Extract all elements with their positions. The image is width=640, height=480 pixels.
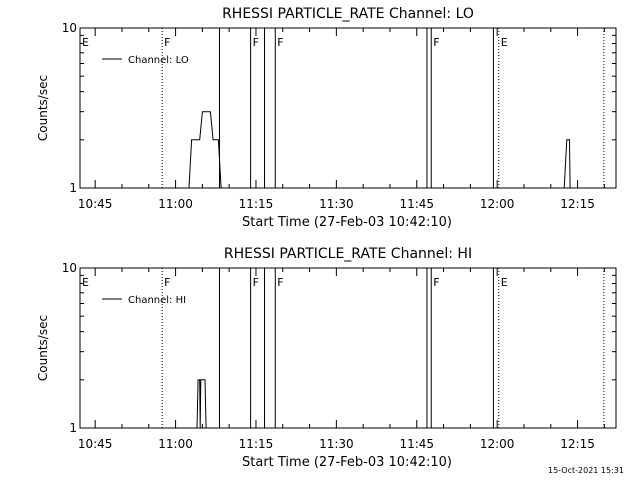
panel-1-plot-frame <box>79 27 617 189</box>
panel-1-x-tick-label: 11:00 <box>158 197 193 211</box>
panel-2-x-tick-label: 10:45 <box>78 437 113 451</box>
panel-2-y-tick-label: 10 <box>62 261 77 275</box>
panel-1-flag-label: F <box>164 36 170 49</box>
panel-2-x-axis-label: Start Time (27-Feb-03 10:42:10) <box>242 455 452 470</box>
panel-2-x-tick-label: 12:15 <box>560 437 595 451</box>
panel-1-flag-label: E <box>82 36 89 49</box>
panel-2-x-tick-label: 11:00 <box>158 437 193 451</box>
panel-2-x-tick-label: 11:15 <box>239 437 274 451</box>
panel-1-y-tick-label: 10 <box>62 21 77 35</box>
panel-1-x-tick-label: 11:30 <box>319 197 354 211</box>
panel-1-legend-entry: Channel: LO <box>128 55 189 66</box>
panel-1-x-tick-label: 11:45 <box>399 197 434 211</box>
panel-2-series-line <box>196 379 207 429</box>
panel-2-flag-label: F <box>277 276 283 289</box>
panel-1-flag-label: F <box>433 36 439 49</box>
panel-1-title: RHESSI PARTICLE_RATE Channel: LO <box>222 6 474 22</box>
panel-1-series-line <box>188 111 571 189</box>
panel-1-x-tick-label: 10:45 <box>78 197 113 211</box>
panel-2-y-axis-label: Counts/sec <box>36 315 50 381</box>
panel-2-flag-label: F <box>164 276 170 289</box>
panel-2-plot-frame <box>79 267 617 429</box>
panel-1-flag-label: F <box>253 36 259 49</box>
panel-2-x-tick-label: 12:00 <box>480 437 515 451</box>
footer-timestamp: 15-Oct-2021 15:31 <box>548 466 624 475</box>
panel-1-x-tick-label: 12:15 <box>560 197 595 211</box>
panel-1-y-axis-label: Counts/sec <box>36 75 50 141</box>
panel-2-x-tick-label: 11:45 <box>399 437 434 451</box>
panel-2-title: RHESSI PARTICLE_RATE Channel: HI <box>224 246 472 262</box>
panel-2-flag-label: F <box>433 276 439 289</box>
panel-1-y-tick-label: 1 <box>69 181 77 195</box>
panel-2-flag-label: E <box>501 276 508 289</box>
panel-1-flag-label: E <box>501 36 508 49</box>
panel-1-x-tick-label: 11:15 <box>239 197 274 211</box>
panel-2-y-tick-label: 1 <box>69 421 77 435</box>
panel-1-flag-label: F <box>277 36 283 49</box>
panel-2-x-tick-label: 11:30 <box>319 437 354 451</box>
panel-1-x-axis-label: Start Time (27-Feb-03 10:42:10) <box>242 215 452 230</box>
panel-2-flag-label: E <box>82 276 89 289</box>
panel-2-legend-entry: Channel: HI <box>128 295 186 306</box>
panel-1-x-tick-label: 12:00 <box>480 197 515 211</box>
panel-2-flag-label: F <box>253 276 259 289</box>
